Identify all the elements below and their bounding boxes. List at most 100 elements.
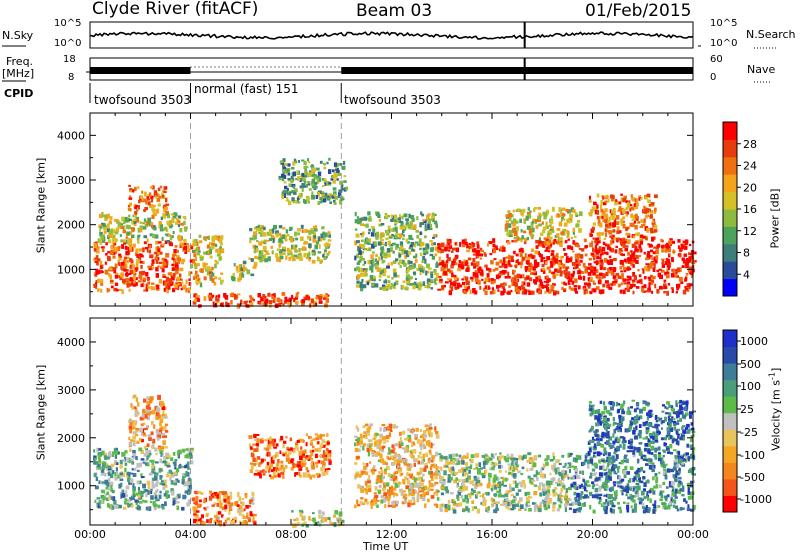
power-echo-cell (304, 171, 307, 176)
power-echo-cell (322, 254, 325, 257)
velocity-echo-cell (219, 505, 222, 509)
velocity-echo-cell (328, 468, 331, 470)
power-echo-cell (320, 161, 323, 164)
power-echo-cell (527, 276, 530, 280)
power-echo-cell (214, 260, 216, 262)
power-echo-cell (360, 273, 363, 277)
velocity-echo-cell (267, 462, 270, 466)
power-echo-cell (284, 193, 286, 196)
velocity-echo-cell (373, 469, 376, 471)
power-echo-cell (120, 226, 124, 229)
velocity-echo-cell (407, 480, 410, 484)
velocity-echo-cell (381, 473, 383, 476)
power-echo-cell (282, 227, 286, 229)
power-echo-cell (252, 299, 255, 302)
power-echo-cell (204, 276, 207, 280)
power-echo-cell (216, 295, 218, 297)
power-echo-cell (646, 254, 649, 258)
power-echo-cell (314, 186, 318, 189)
power-echo-cell (404, 250, 408, 254)
velocity-echo-cell (393, 448, 396, 450)
velocity-echo-cell (173, 480, 176, 483)
velocity-echo-cell (417, 495, 420, 500)
power-echo-cell (411, 283, 415, 285)
velocity-echo-cell (367, 480, 371, 483)
velocity-echo-cell (120, 460, 123, 464)
power-echo-cell (502, 247, 506, 252)
power-echo-cell (403, 281, 405, 283)
power-echo-cell (156, 273, 159, 278)
power-echo-cell (328, 182, 331, 184)
velocity-echo-cell (94, 473, 97, 477)
power-echo-cell (500, 291, 503, 296)
power-echo-cell (601, 232, 604, 235)
power-echo-cell (544, 237, 547, 240)
power-echo-cell (579, 248, 581, 250)
velocity-echo-cell (355, 448, 359, 452)
power-echo-cell (211, 246, 215, 249)
power-echo-cell (314, 245, 318, 250)
velocity-echo-cell (197, 517, 200, 519)
power-echo-cell (119, 258, 122, 261)
power-echo-cell (115, 247, 119, 251)
power-echo-cell (644, 252, 646, 255)
velocity-echo-cell (114, 463, 116, 465)
power-echo-cell (319, 244, 321, 249)
power-echo-cell (539, 237, 541, 241)
power-echo-cell (623, 282, 627, 284)
power-echo-cell (410, 245, 413, 248)
velocity-echo-cell (218, 511, 221, 515)
power-echo-cell (503, 257, 506, 262)
velocity-echo-cell (380, 427, 382, 431)
power-echo-cell (652, 220, 654, 223)
velocity-echo-cell (398, 482, 400, 485)
velocity-echo-cell (365, 472, 368, 476)
power-echo-cell (651, 237, 654, 242)
velocity-echo-cell (141, 458, 145, 460)
power-echo-cell (527, 237, 529, 240)
velocity-echo-cell (402, 447, 405, 449)
power-echo-cell (689, 283, 693, 286)
power-echo-cell (580, 254, 584, 258)
velocity-echo-cell (148, 506, 151, 511)
velocity-echo-cell (156, 480, 158, 484)
power-echo-cell (601, 289, 604, 294)
velocity-echo-cell (326, 433, 328, 437)
velocity-echo-cell (311, 465, 315, 470)
velocity-echo-cell (263, 473, 266, 476)
velocity-echo-cell (148, 437, 152, 441)
power-echo-cell (532, 255, 534, 259)
power-echo-cell (138, 235, 140, 238)
power-echo-cell (152, 267, 155, 269)
power-echo-cell (679, 277, 683, 282)
velocity-echo-cell (171, 491, 174, 495)
power-echo-cell (106, 270, 109, 275)
power-echo-cell (149, 245, 151, 249)
power-echo-cell (560, 274, 563, 277)
power-echo-cell (103, 223, 106, 227)
velocity-echo-cell (403, 490, 406, 492)
velocity-echo-cell (290, 447, 293, 451)
power-echo-cell (312, 238, 316, 243)
power-echo-cell (686, 273, 689, 276)
velocity-echo-cell (520, 473, 523, 475)
velocity-echo-cell (156, 416, 158, 420)
velocity-echo-cell (511, 463, 514, 466)
power-echo-cell (178, 236, 182, 241)
velocity-echo-cell (173, 500, 175, 505)
power-echo-cell (535, 250, 539, 254)
power-echo-cell (402, 238, 404, 240)
velocity-echo-cell (306, 467, 309, 470)
power-echo-cell (413, 256, 417, 259)
power-echo-cell (160, 228, 164, 231)
power-echo-cell (484, 254, 487, 257)
power-echo-cell (248, 258, 250, 260)
power-echo-cell (129, 188, 132, 190)
power-echo-cell (563, 218, 565, 221)
velocity-echo-cell (129, 426, 132, 430)
power-echo-cell (459, 260, 461, 263)
power-echo-cell (324, 249, 327, 252)
velocity-echo-cell (552, 477, 555, 481)
power-echo-cell (320, 260, 323, 263)
velocity-echo-cell (536, 477, 539, 481)
